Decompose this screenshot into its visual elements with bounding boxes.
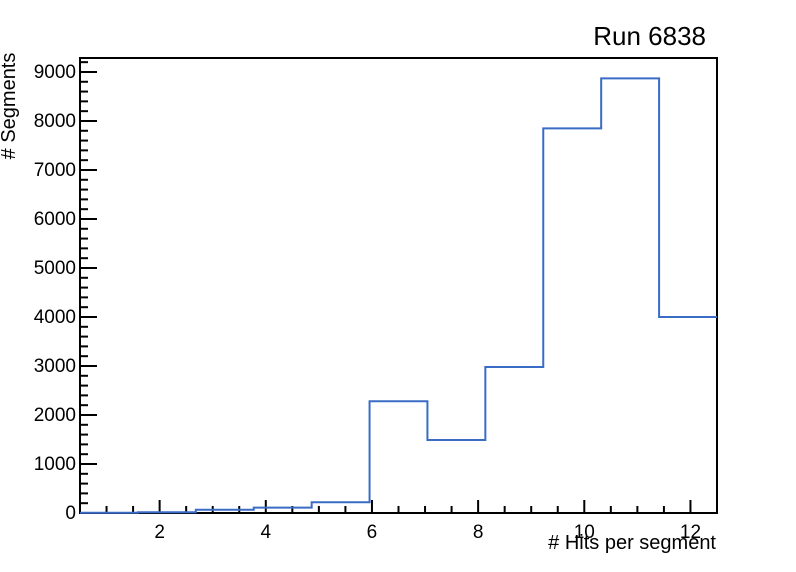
x-tick-label: 10	[574, 522, 595, 543]
axis-ticks-group	[80, 61, 692, 514]
x-tick-label: 2	[154, 522, 165, 543]
y-tick-label: 3000	[34, 356, 76, 377]
y-tick-label: 1000	[34, 454, 76, 475]
plot-frame-group	[79, 57, 718, 514]
histogram-series-group	[80, 77, 717, 514]
y-tick-label: 4000	[34, 307, 76, 328]
x-tick-label: 4	[261, 522, 272, 543]
histogram-line	[80, 77, 717, 514]
x-tick-label: 8	[473, 522, 484, 543]
y-tick-label: 7000	[34, 160, 76, 181]
y-tick-label: 2000	[34, 405, 76, 426]
y-tick-label: 9000	[34, 62, 76, 83]
x-tick-label: 12	[680, 522, 701, 543]
chart-title: Run 6838	[593, 21, 706, 51]
y-axis-title: # Segments	[0, 53, 20, 160]
plot-frame	[79, 57, 718, 514]
y-tick-label: 5000	[34, 258, 76, 279]
axis-tick-labels-group: 2 4 6 8 10 12 0 1000 2000 3000 4000 5000 6000 7000 800…	[34, 62, 701, 543]
y-tick-label: 0	[65, 503, 76, 524]
x-axis-title: # Hits per segment	[548, 532, 716, 554]
x-tick-label: 6	[367, 522, 378, 543]
y-tick-label: 8000	[34, 111, 76, 132]
y-tick-label: 6000	[34, 209, 76, 230]
